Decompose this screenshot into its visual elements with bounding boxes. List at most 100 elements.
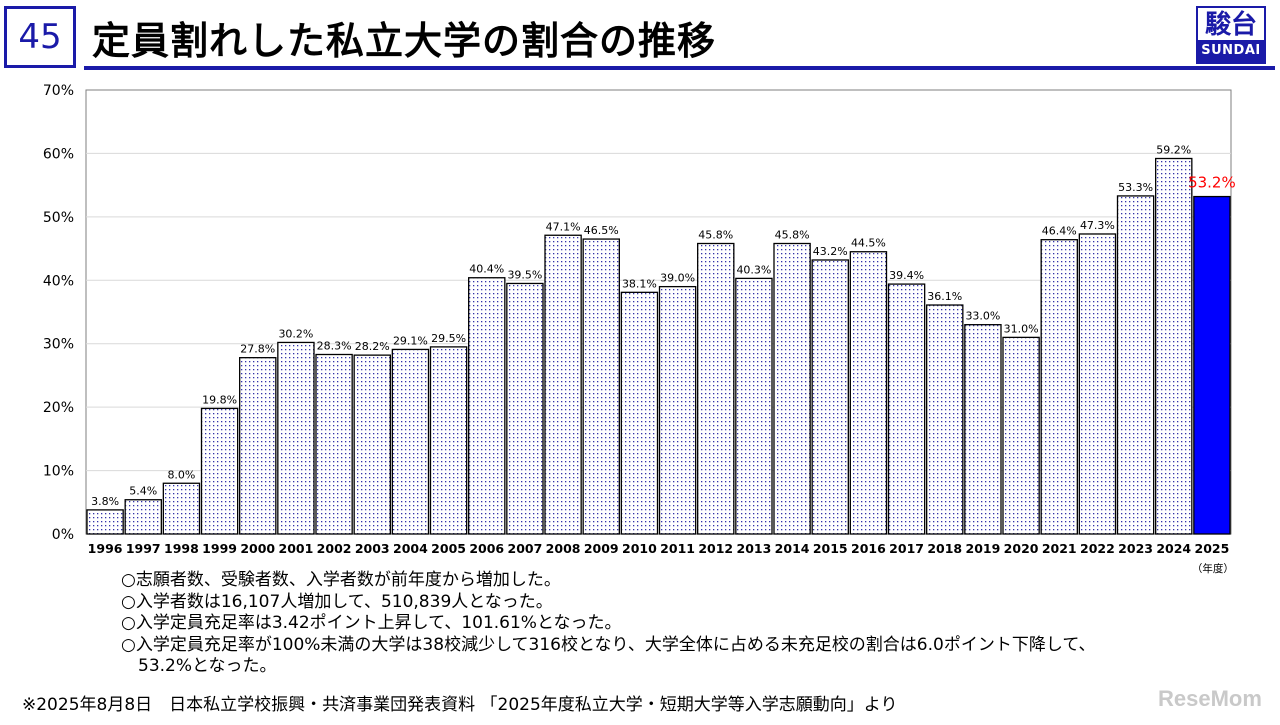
data-label: 45.8% — [698, 228, 733, 241]
bar — [506, 282, 544, 535]
x-tick-label: 2007 — [508, 541, 543, 556]
x-tick-label: 1999 — [202, 541, 237, 556]
data-label: 29.5% — [431, 332, 466, 345]
x-tick-label: 2001 — [279, 541, 314, 556]
x-tick-label: 2022 — [1080, 541, 1115, 556]
x-tick-label: 2015 — [813, 541, 848, 556]
y-tick-label: 10% — [43, 464, 74, 480]
bar — [277, 341, 315, 535]
data-label: 29.1% — [393, 334, 428, 347]
logo-latin: SUNDAI — [1198, 40, 1264, 62]
x-tick-label: 1997 — [126, 541, 161, 556]
x-tick-label: 2005 — [431, 541, 466, 556]
note-line: 53.2%となった。 — [121, 656, 277, 676]
y-tick-label: 40% — [43, 273, 74, 289]
x-tick-label: 1996 — [88, 541, 123, 556]
data-label: 46.5% — [584, 224, 619, 237]
data-label: 44.5% — [851, 237, 886, 250]
y-tick-label: 30% — [43, 337, 74, 353]
x-tick-label: 2018 — [927, 541, 962, 556]
data-label: 40.4% — [469, 263, 504, 276]
data-label: 39.4% — [889, 269, 924, 282]
data-label: 40.3% — [736, 263, 771, 276]
note-line: ○入学定員充足率が100%未満の大学は38校減少して316校となり、大学全体に占… — [121, 634, 1096, 655]
x-axis-unit: （年度） — [1192, 562, 1234, 575]
source-note: ※2025年8月8日 日本私立学校振興・共済事業団発表資料 「2025年度私立大… — [22, 695, 898, 715]
data-label: 46.4% — [1042, 225, 1077, 238]
x-tick-label: 2003 — [355, 541, 390, 556]
bar — [1193, 195, 1231, 535]
bar — [658, 285, 697, 535]
y-tick-label: 60% — [43, 146, 74, 162]
title-underline — [84, 66, 1275, 70]
x-tick-label: 2024 — [1156, 541, 1191, 556]
bar — [429, 346, 468, 535]
x-tick-label: 2017 — [889, 541, 924, 556]
x-tick-label: 2011 — [660, 541, 695, 556]
data-label: 5.4% — [129, 485, 157, 498]
data-label: 45.8% — [775, 228, 810, 241]
note-line: ○入学定員充足率は3.42ポイント上昇して、101.61%となった。 — [121, 613, 622, 633]
y-tick-label: 20% — [43, 400, 74, 416]
bar-chart: 0% 10% 20% 30% 40% 50% 60% 70% 3.8% 1996 5.4% 1997 8… — [43, 83, 1236, 575]
x-tick-label: 2023 — [1118, 541, 1153, 556]
data-label: 43.2% — [813, 245, 848, 258]
plot-area — [85, 89, 1232, 535]
bar — [1116, 195, 1155, 535]
y-tick-label: 50% — [43, 210, 74, 226]
bar — [86, 509, 124, 535]
data-label: 30.2% — [278, 327, 313, 340]
data-label: 53.2% — [1188, 174, 1236, 192]
x-tick-label: 2002 — [317, 541, 352, 556]
x-tick-label: 2012 — [698, 541, 733, 556]
data-label: 39.0% — [660, 272, 695, 285]
data-label: 47.1% — [546, 220, 581, 233]
data-label: 28.3% — [317, 339, 352, 352]
data-label: 59.2% — [1156, 144, 1191, 157]
bar — [811, 259, 849, 535]
x-tick-label: 2016 — [851, 541, 886, 556]
note-line: ○入学者数は16,107人増加して、510,839人となった。 — [121, 591, 553, 612]
x-tick-label: 1998 — [164, 541, 199, 556]
bar — [926, 304, 964, 535]
watermark-logo: ReseMom — [1158, 686, 1262, 711]
bar — [773, 242, 811, 535]
notes: ○志願者数、受験者数、入学者数が前年度から増加した。 ○入学者数は16,107人… — [121, 570, 1096, 678]
x-tick-label: 2000 — [240, 541, 275, 556]
bar — [1002, 336, 1040, 535]
bar — [468, 277, 506, 535]
x-tick-label: 2013 — [737, 541, 772, 556]
data-label: 31.0% — [1004, 322, 1039, 335]
data-label: 27.8% — [240, 343, 275, 356]
bar — [735, 277, 773, 535]
slide-number: 45 — [18, 17, 62, 57]
data-label: 33.0% — [965, 310, 1000, 323]
data-label: 36.1% — [927, 290, 962, 303]
x-tick-label: 2010 — [622, 541, 657, 556]
x-tick-label: 2004 — [393, 541, 428, 556]
bar — [1155, 157, 1193, 535]
y-tick-label: 0% — [52, 527, 74, 543]
data-label: 3.8% — [91, 495, 119, 508]
bar — [1040, 239, 1078, 535]
data-label: 47.3% — [1080, 219, 1115, 232]
x-tick-label: 2014 — [775, 541, 810, 556]
y-tick-label: 70% — [43, 83, 74, 99]
sundai-logo: 駿台 SUNDAI — [1196, 6, 1266, 64]
bar — [200, 407, 239, 535]
bar — [391, 348, 430, 535]
data-label: 8.0% — [167, 468, 195, 481]
x-tick-label: 2019 — [966, 541, 1001, 556]
bar — [849, 251, 888, 535]
bar — [697, 242, 735, 535]
bar — [353, 354, 391, 535]
bar — [887, 283, 926, 535]
bar — [124, 499, 162, 535]
x-tick-label: 2020 — [1004, 541, 1039, 556]
slide-number-badge: 45 — [4, 6, 76, 68]
x-tick-label: 2021 — [1042, 541, 1077, 556]
note-line: ○志願者数、受験者数、入学者数が前年度から増加した。 — [121, 570, 561, 590]
data-label: 53.3% — [1118, 181, 1153, 194]
x-tick-label: 2008 — [546, 541, 581, 556]
bar — [582, 238, 620, 535]
